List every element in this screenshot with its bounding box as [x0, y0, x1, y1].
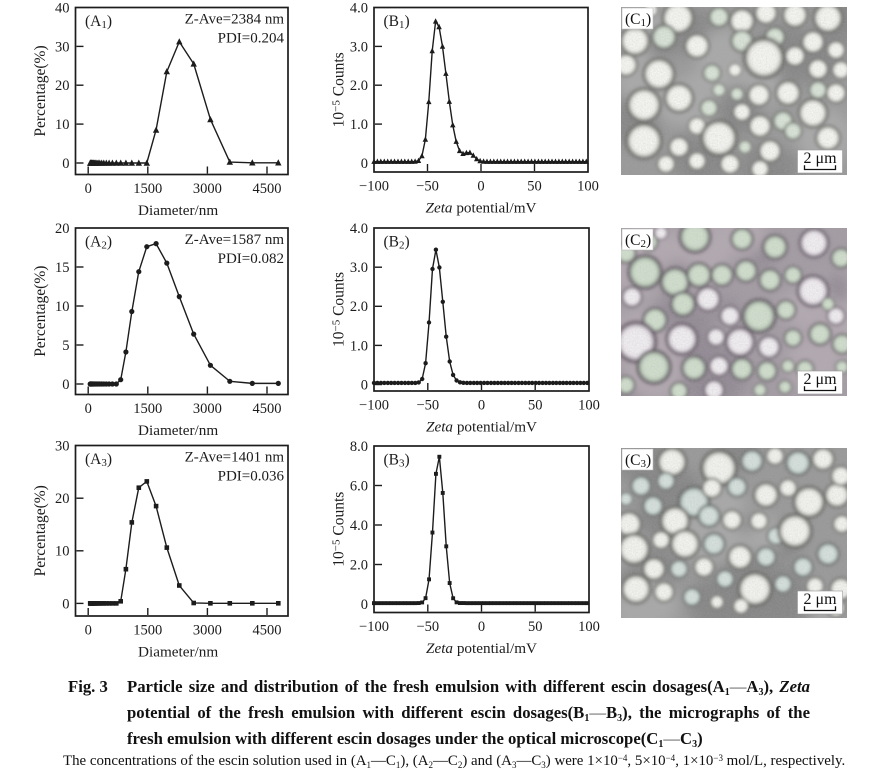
svg-text:50: 50: [528, 398, 543, 414]
svg-text:1500: 1500: [133, 181, 162, 197]
svg-text:Percentage(%): Percentage(%): [32, 266, 49, 357]
svg-text:3.0: 3.0: [350, 39, 368, 55]
svg-text:Zeta potential/mV: Zeta potential/mV: [426, 200, 537, 217]
svg-text:2.0: 2.0: [350, 557, 368, 573]
svg-text:20: 20: [55, 221, 70, 237]
svg-text:0: 0: [477, 179, 484, 195]
svg-text:4500: 4500: [253, 401, 282, 417]
svg-text:15: 15: [55, 260, 70, 276]
svg-text:10−5 Counts: 10−5 Counts: [330, 492, 347, 567]
svg-text:Percentage(%): Percentage(%): [32, 485, 49, 576]
svg-text:100: 100: [578, 398, 600, 414]
svg-text:Percentage(%): Percentage(%): [32, 45, 49, 136]
svg-text:1.0: 1.0: [350, 117, 368, 133]
svg-text:3000: 3000: [193, 181, 222, 197]
svg-text:3000: 3000: [193, 623, 222, 639]
svg-text:(C2): (C2): [625, 232, 651, 250]
svg-text:Zeta potential/mV: Zeta potential/mV: [426, 640, 537, 657]
svg-text:10−5 Counts: 10−5 Counts: [330, 52, 347, 127]
svg-text:0: 0: [361, 156, 368, 172]
svg-text:3000: 3000: [193, 401, 222, 417]
svg-text:2 μm: 2 μm: [803, 591, 837, 608]
svg-text:5: 5: [62, 338, 69, 354]
svg-text:1.0: 1.0: [350, 338, 368, 354]
svg-text:10−5 Counts: 10−5 Counts: [330, 272, 347, 347]
svg-text:(B2): (B2): [384, 234, 410, 252]
svg-text:8.0: 8.0: [350, 439, 368, 455]
svg-text:2 μm: 2 μm: [803, 371, 837, 388]
svg-text:(A1): (A1): [85, 13, 112, 31]
svg-text:2 μm: 2 μm: [803, 150, 837, 167]
svg-text:10: 10: [55, 544, 70, 560]
svg-text:PDI=0.204: PDI=0.204: [218, 31, 285, 47]
svg-text:Diameter/nm: Diameter/nm: [138, 422, 218, 439]
svg-text:10: 10: [55, 117, 70, 133]
svg-text:−100: −100: [359, 179, 389, 195]
svg-text:PDI=0.082: PDI=0.082: [218, 251, 284, 267]
svg-text:(B1): (B1): [384, 13, 410, 31]
svg-text:Zeta potential/mV: Zeta potential/mV: [426, 419, 537, 436]
svg-text:2.0: 2.0: [350, 78, 368, 94]
svg-text:0: 0: [478, 398, 485, 414]
svg-text:(A3): (A3): [85, 451, 112, 469]
svg-text:−100: −100: [359, 398, 389, 414]
svg-text:6.0: 6.0: [350, 478, 368, 494]
svg-text:100: 100: [578, 619, 600, 635]
svg-text:Diameter/nm: Diameter/nm: [138, 202, 218, 219]
svg-text:(A2): (A2): [85, 234, 112, 252]
svg-text:2.0: 2.0: [350, 299, 368, 315]
svg-text:0: 0: [361, 597, 368, 613]
svg-text:−50: −50: [416, 179, 439, 195]
svg-text:0: 0: [62, 377, 69, 393]
svg-text:−50: −50: [416, 398, 439, 414]
svg-text:4.0: 4.0: [350, 0, 368, 16]
svg-text:(C1): (C1): [625, 11, 651, 29]
svg-text:0: 0: [85, 181, 92, 197]
svg-text:10: 10: [55, 299, 70, 315]
svg-text:50: 50: [528, 619, 543, 635]
svg-text:Z-Ave=2384 nm: Z-Ave=2384 nm: [185, 12, 285, 28]
svg-text:4.0: 4.0: [350, 221, 368, 237]
svg-text:30: 30: [55, 39, 70, 55]
svg-text:Z-Ave=1401 nm: Z-Ave=1401 nm: [185, 450, 285, 466]
svg-text:Diameter/nm: Diameter/nm: [138, 644, 218, 661]
svg-text:(C3): (C3): [625, 452, 651, 470]
svg-text:4500: 4500: [253, 181, 282, 197]
svg-text:100: 100: [577, 179, 599, 195]
svg-text:30: 30: [55, 439, 70, 455]
svg-text:−100: −100: [359, 619, 389, 635]
svg-text:4500: 4500: [253, 623, 282, 639]
svg-text:−50: −50: [416, 619, 439, 635]
svg-text:0: 0: [361, 377, 368, 393]
svg-text:4.0: 4.0: [350, 518, 368, 534]
svg-text:Z-Ave=1587 nm: Z-Ave=1587 nm: [185, 232, 285, 248]
svg-text:20: 20: [55, 78, 70, 94]
svg-text:0: 0: [85, 401, 92, 417]
svg-text:0: 0: [478, 619, 485, 635]
svg-text:50: 50: [527, 179, 542, 195]
svg-text:0: 0: [62, 156, 69, 172]
svg-text:(B3): (B3): [384, 452, 410, 470]
svg-text:20: 20: [55, 491, 70, 507]
svg-text:PDI=0.036: PDI=0.036: [218, 469, 285, 485]
svg-text:1500: 1500: [133, 401, 162, 417]
svg-text:0: 0: [62, 596, 69, 612]
svg-text:0: 0: [85, 623, 92, 639]
svg-text:40: 40: [55, 0, 70, 16]
svg-text:1500: 1500: [133, 623, 162, 639]
svg-text:3.0: 3.0: [350, 260, 368, 276]
